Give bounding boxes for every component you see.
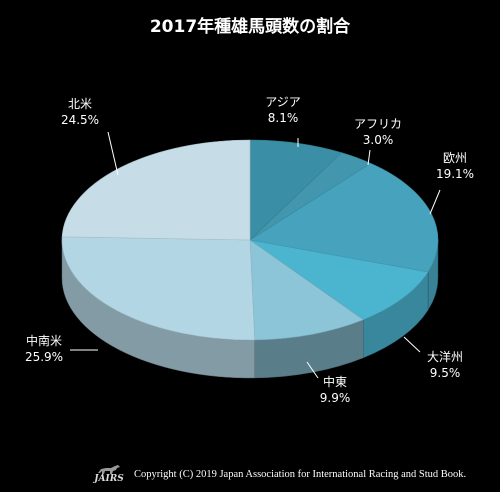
slice-value-label-3: 9.5%: [430, 366, 461, 380]
slice-label-4: 中東: [323, 374, 347, 389]
slice-label-6: 北米: [68, 97, 92, 111]
leader-line-1: [367, 149, 371, 166]
slice-label-5: 中南米: [26, 333, 62, 348]
pie-slice-3: [249, 239, 429, 321]
leader-line-3: [403, 336, 421, 353]
pie-slice-5: [61, 236, 256, 341]
leader-line-6: [107, 131, 119, 176]
pie-slice-6: [61, 139, 251, 241]
chart-title: 2017年種雄馬頭数の割合: [150, 16, 351, 37]
slice-value-label-6: 24.5%: [61, 113, 99, 127]
slice-value-label-4: 9.9%: [320, 391, 351, 405]
pie-slice-4: [249, 239, 364, 341]
slice-label-3: 大洋州: [427, 349, 463, 364]
slice-value-label-1: 3.0%: [363, 133, 394, 147]
slice-value-label-0: 8.1%: [268, 111, 299, 125]
copyright-text: Copyright (C) 2019 Japan Association for…: [134, 468, 467, 480]
pie-slice-0: [249, 139, 343, 241]
slice-label-1: アフリカ: [354, 117, 402, 131]
pie-slice-2: [249, 163, 439, 273]
pie-chart: 2017年種雄馬頭数の割合 アジア 8.1% アフリカ 3.0% 欧州 19.1% 大洋州 9…: [25, 16, 474, 405]
slice-label-2: 欧州: [443, 151, 467, 165]
logo-text: JAIRS: [94, 474, 124, 484]
leader-line-4: [306, 361, 319, 379]
slice-value-label-2: 19.1%: [436, 167, 474, 181]
footer: JAIRS Copyright (C) 2019 Japan Associati…: [90, 462, 495, 486]
horse-icon: [98, 465, 120, 474]
leader-line-2: [429, 189, 441, 215]
slice-label-0: アジア: [265, 95, 301, 109]
slice-value-label-5: 25.9%: [25, 350, 63, 364]
jairs-logo: JAIRS: [90, 464, 128, 484]
